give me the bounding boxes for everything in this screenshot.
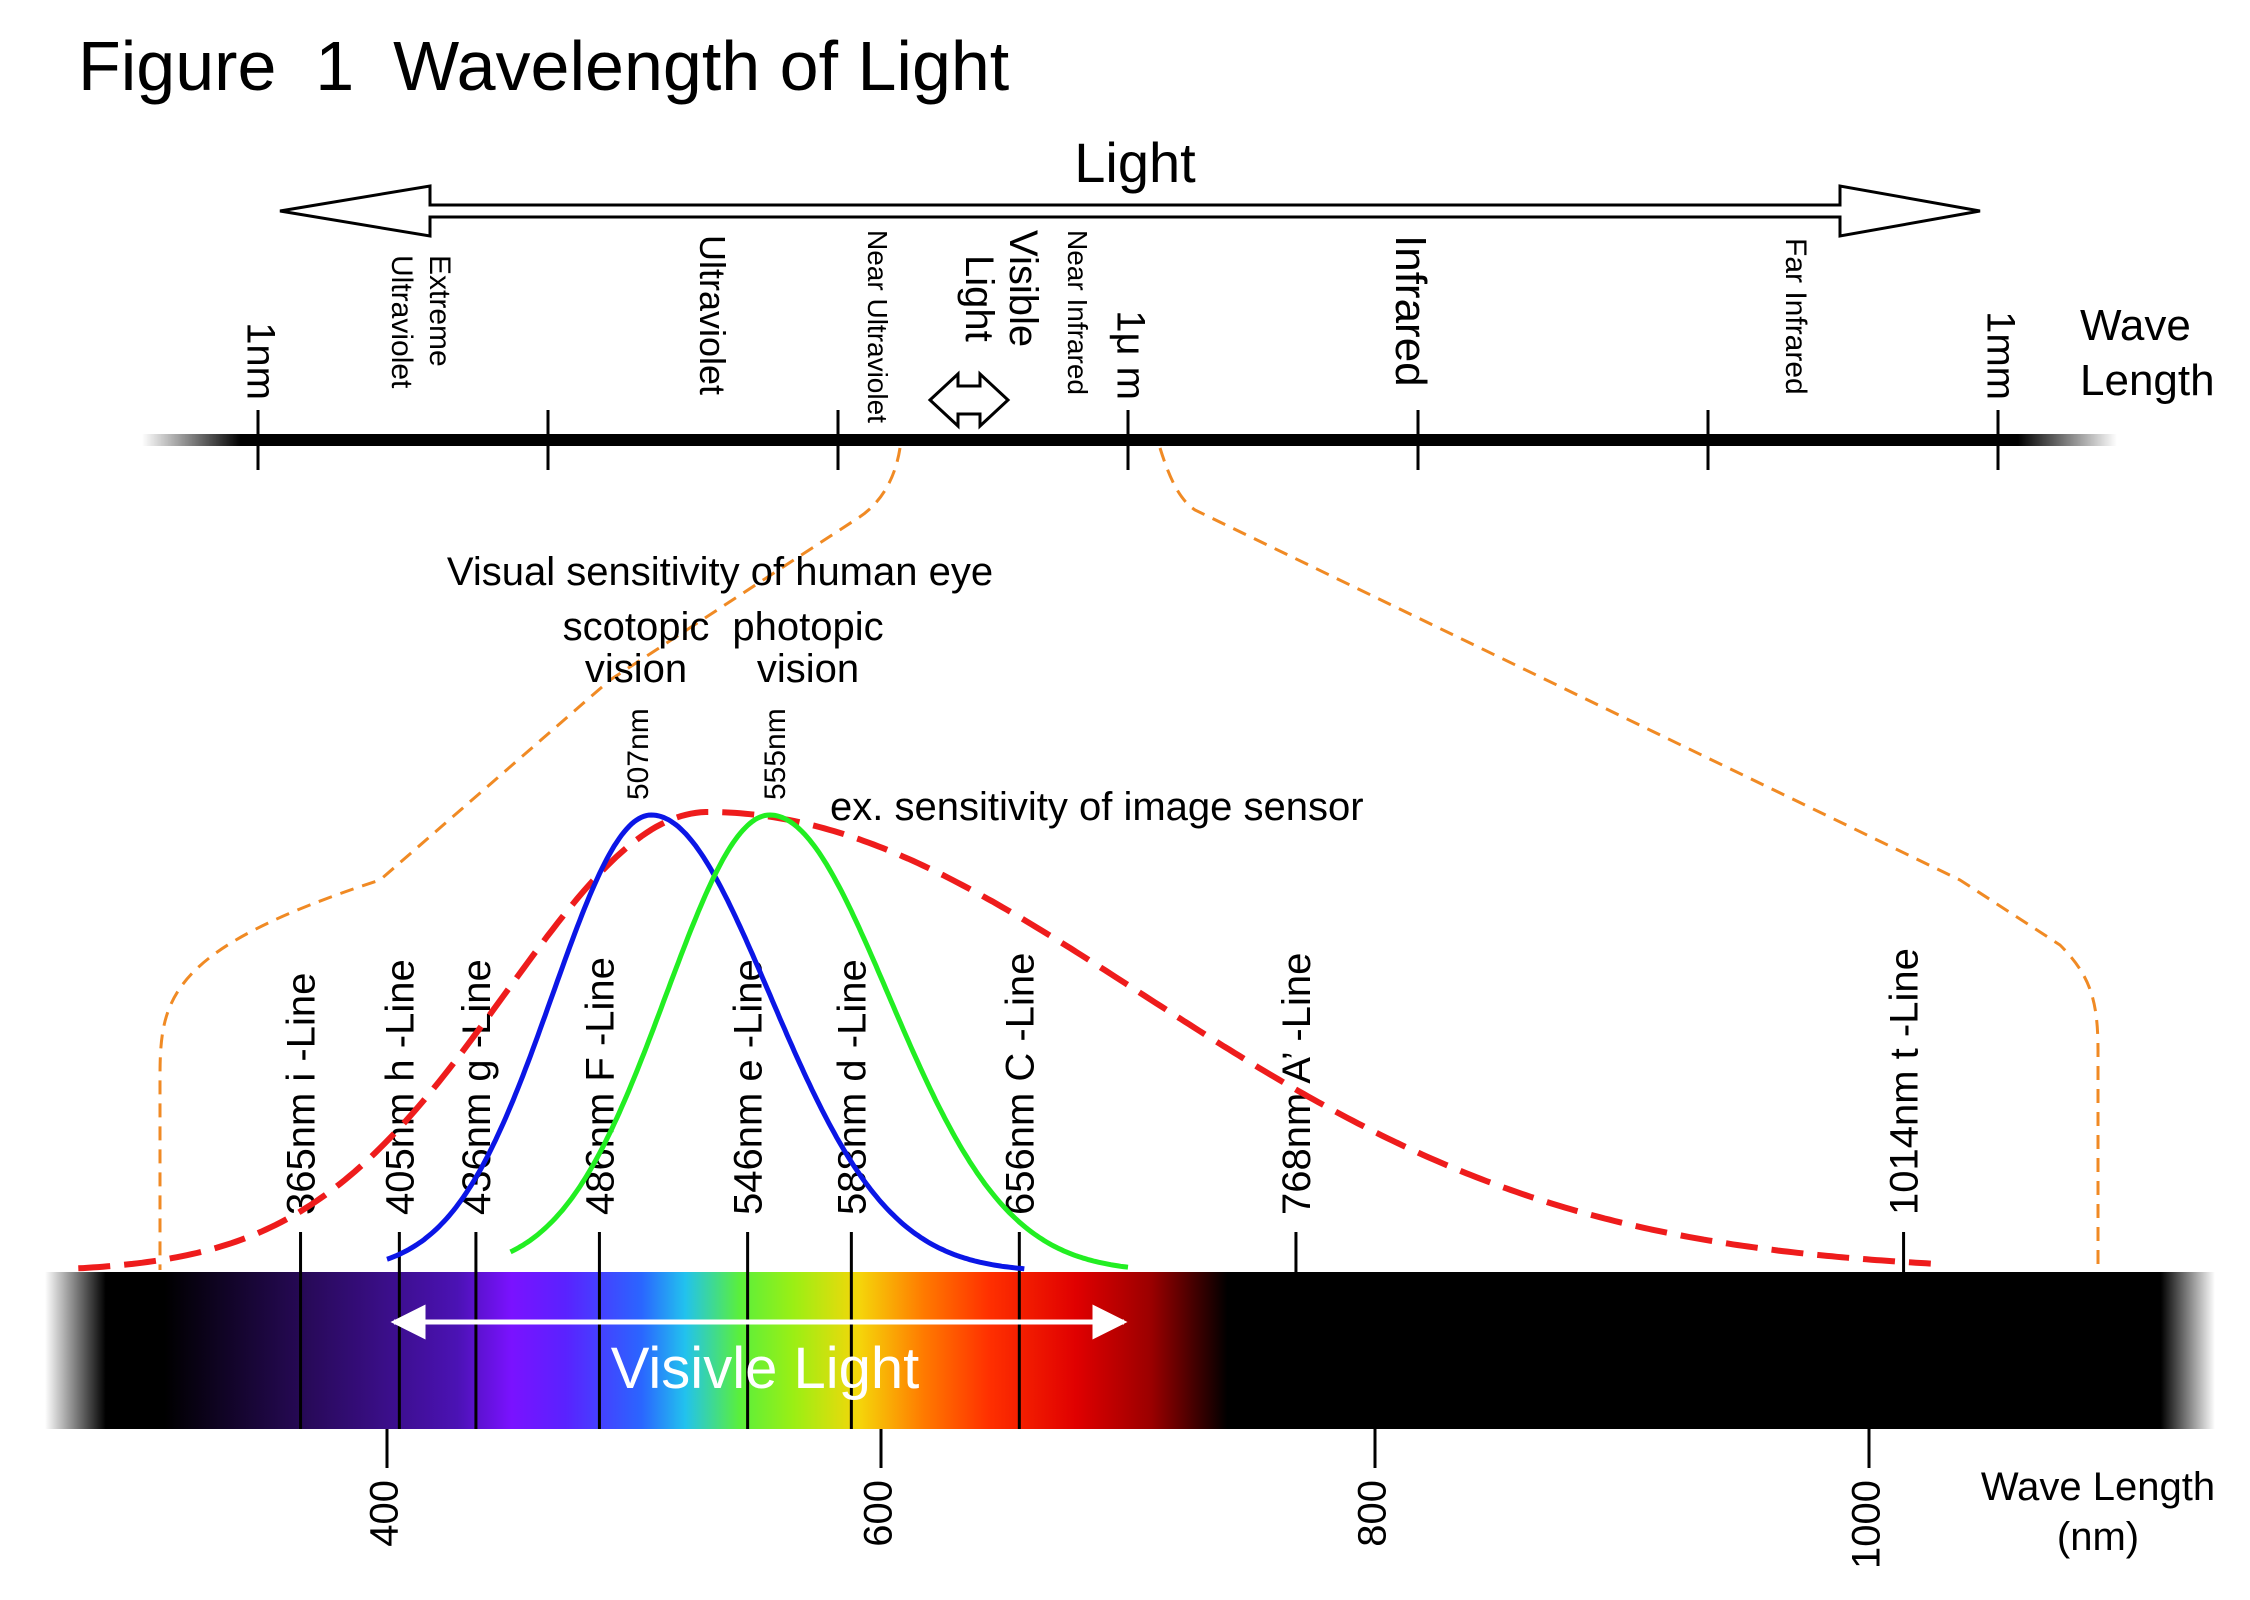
visible-range-arrow-icon	[927, 370, 1011, 430]
scotopic-peak-label: 507nm	[622, 708, 655, 800]
top-axis-label-wave: Wave	[2080, 301, 2191, 350]
top-axis-label-length: Length	[2080, 356, 2215, 405]
sensor-sensitivity-label: ex. sensitivity of image sensor	[830, 785, 1364, 829]
top-scale-ticks	[256, 410, 2000, 470]
scotopic-label-1: scotopic	[563, 605, 710, 649]
spectral-line-label-486: 486nm F -Line	[578, 957, 622, 1215]
bottom-axis-label-2: (nm)	[2057, 1515, 2139, 1559]
visible-light-band-label: Visivle Light	[611, 1336, 919, 1401]
photopic-label-2: vision	[757, 647, 859, 691]
spectral-lines: 365nm i -Line 405nm h -Line 436nm g -Line 4…	[280, 948, 1927, 1429]
light-label: Light	[1074, 131, 1196, 194]
region-uv: Ultraviolet	[692, 235, 733, 395]
region-ir: Infrared	[1386, 235, 1435, 387]
tick-label-1um: 1μ m	[1108, 310, 1152, 400]
region-far-ir: Far Infrared	[1779, 238, 1812, 395]
photopic-curve	[509, 812, 1129, 1270]
scotopic-curve	[386, 812, 1025, 1272]
bottom-tick-label-400: 400	[363, 1480, 407, 1547]
spectral-line-label-656: 656nm C -Line	[998, 953, 1042, 1215]
light-double-arrow	[279, 184, 1981, 238]
region-visible-2: Light	[957, 255, 1001, 342]
spectral-line-label-405: 405nm h -Line	[378, 959, 422, 1215]
scotopic-label-2: vision	[585, 647, 687, 691]
photopic-label-1: photopic	[732, 605, 883, 649]
spectral-line-label-365: 365nm i -Line	[280, 973, 324, 1215]
spectral-line-label-588: 588nm d -Line	[830, 959, 874, 1215]
bottom-axis-label-1: Wave Length	[1981, 1465, 2215, 1509]
spectral-line-label-546: 546nm e -Line	[727, 959, 771, 1215]
tick-label-1mm: 1mm	[1978, 311, 2022, 400]
region-extreme-uv-2: Ultraviolet	[385, 255, 418, 389]
region-visible-1: Visible	[1001, 230, 1045, 347]
spectral-line-label-1014: 1014nm t -Line	[1883, 948, 1927, 1215]
region-near-ir: Near Infrared	[1062, 230, 1093, 395]
sensor-sensitivity-curve	[78, 809, 1931, 1272]
visible-spectrum-bar	[45, 1272, 2215, 1429]
bottom-tick-label-800: 800	[1351, 1480, 1395, 1547]
region-near-uv: Near Ultraviolet	[862, 230, 893, 423]
bottom-axis: 400 600 800 1000	[363, 1429, 1889, 1569]
figure-title: Figure 1 Wavelength of Light	[78, 27, 1009, 105]
sensitivity-heading: Visual sensitivity of human eye	[447, 550, 993, 594]
region-extreme-uv-1: Extreme	[423, 255, 456, 367]
bottom-tick-label-1000: 1000	[1845, 1480, 1889, 1569]
tick-label-1nm: 1nm	[238, 322, 282, 400]
bottom-tick-label-600: 600	[857, 1480, 901, 1547]
photopic-peak-label: 555nm	[759, 708, 792, 800]
zoom-guide-lines	[158, 447, 2100, 1270]
